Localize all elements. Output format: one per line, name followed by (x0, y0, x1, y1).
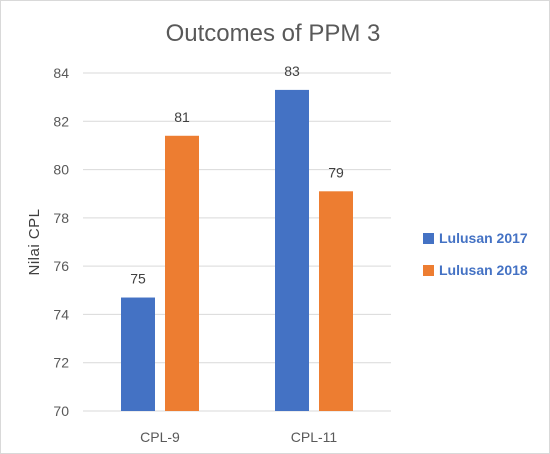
data-label: 75 (130, 271, 146, 287)
legend-label: Lulusan 2018 (439, 262, 528, 278)
legend-swatch (423, 233, 434, 244)
legend: Lulusan 2017 Lulusan 2018 (423, 230, 528, 278)
bar-lulusan-2017-cpl-9 (121, 297, 155, 411)
y-tick-label: 84 (53, 65, 69, 81)
data-labels: 75 81 83 79 (130, 63, 344, 287)
bars (121, 89, 353, 412)
data-label: 83 (284, 63, 300, 79)
legend-label: Lulusan 2017 (439, 230, 528, 246)
y-axis-label: Nilai CPL (26, 208, 43, 275)
y-tick-label: 80 (53, 162, 69, 178)
data-label: 79 (328, 164, 344, 180)
y-tick-label: 82 (53, 113, 69, 129)
y-tick-label: 70 (53, 403, 69, 419)
y-tick-label: 74 (53, 306, 69, 322)
bar-lulusan-2017-cpl-11 (275, 89, 309, 412)
data-label: 81 (174, 109, 190, 125)
y-tick-label: 72 (53, 355, 69, 371)
y-axis-ticks: 70 72 74 76 78 80 82 84 (53, 65, 69, 419)
x-category-label: CPL-11 (291, 429, 338, 445)
y-tick-label: 78 (53, 210, 69, 226)
y-tick-label: 76 (53, 258, 69, 274)
bar-lulusan-2018-cpl-11 (319, 191, 353, 411)
chart-title: Outcomes of PPM 3 (166, 20, 381, 47)
x-axis-categories: CPL-9 CPL-11 (140, 429, 337, 445)
bar-lulusan-2018-cpl-9 (165, 135, 199, 411)
legend-swatch (423, 265, 434, 276)
x-category-label: CPL-9 (140, 429, 180, 445)
